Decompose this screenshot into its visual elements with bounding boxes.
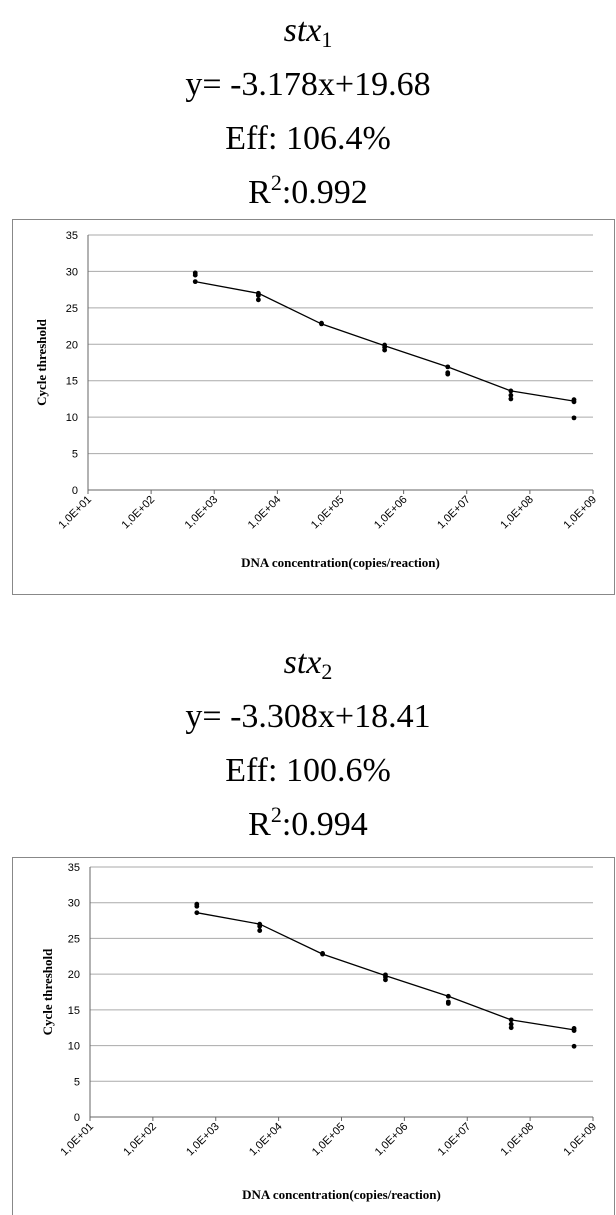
chart-1-data-point (571, 415, 577, 421)
chart-1-data-point (508, 388, 514, 394)
chart-1-data-point (508, 396, 514, 402)
panel-1-equation: y= -3.178x+19.68 (185, 66, 431, 103)
chart-1-data-point (192, 272, 198, 278)
panel-2-r2-base: R (248, 806, 271, 843)
panel-2-gene-name: stx2 (0, 636, 616, 690)
chart-2-y-tick-label: 25 (68, 933, 80, 945)
panel-2-r-squared: R2:0.994 (0, 798, 616, 852)
panel-1-efficiency: Eff: 106.4% (225, 120, 391, 157)
chart-2-y-axis-label: Cycle threshold (40, 948, 55, 1036)
panel-2-gene-base: stx (283, 644, 322, 681)
panel-1-r2-base: R (248, 174, 271, 211)
chart-2-data-point (257, 928, 263, 933)
panel-2-efficiency: Eff: 100.6% (225, 752, 391, 789)
panel-1-gene-subscript: 1 (321, 27, 333, 52)
chart-2-x-axis-label: DNA concentration(copies/reaction) (242, 1187, 441, 1202)
chart-1-data-point (571, 399, 577, 405)
chart-1-data-point (445, 364, 451, 370)
panel-2-equation: y= -3.308x+18.41 (185, 698, 431, 735)
chart-2-data-point (445, 993, 451, 999)
panel-1-r2-superscript: 2 (270, 170, 282, 195)
chart-1-y-tick-label: 35 (66, 230, 78, 242)
chart-2-y-tick-label: 10 (68, 1041, 80, 1053)
chart-2-y-tick-label: 30 (68, 898, 80, 910)
chart-1-data-point (255, 293, 261, 298)
chart-1-data-point (382, 347, 388, 353)
chart-2-data-point (383, 977, 388, 983)
panel-2-gene-subscript: 2 (321, 659, 333, 684)
chart-1-y-tick-label: 30 (66, 266, 78, 278)
panel-1-r-squared: R2:0.992 (0, 166, 616, 220)
chart-2-y-tick-label: 0 (74, 1112, 80, 1124)
panel-2-r2-superscript: 2 (270, 802, 282, 827)
chart-1-y-tick-label: 0 (72, 485, 78, 497)
panel-2-r2-value: :0.994 (281, 806, 368, 843)
chart-2-y-tick-label: 20 (68, 969, 80, 981)
panel-1-r2-value: :0.992 (281, 174, 368, 211)
chart-2-data-point (571, 1028, 577, 1033)
chart-2-data-point (320, 951, 325, 957)
chart-1-data-point (445, 371, 451, 377)
chart-2-data-point (257, 923, 263, 929)
panel-1-gene-name: stx1 (0, 4, 616, 58)
chart-1-data-point (192, 279, 198, 285)
chart-1-y-tick-label: 10 (66, 412, 78, 424)
chart-1-y-tick-label: 20 (66, 339, 78, 351)
chart-1-x-axis-label: DNA concentration(copies/reaction) (241, 555, 440, 570)
chart-1-frame (12, 219, 615, 595)
chart-2-data-point (508, 1025, 514, 1031)
chart-2-data-point (508, 1017, 514, 1023)
chart-1-data-point (319, 321, 324, 327)
chart-2-y-tick-label: 35 (68, 862, 80, 874)
panel-2-header: stx2 y= -3.308x+18.41 Eff: 100.6% R2:0.9… (0, 636, 616, 852)
chart-1-y-tick-label: 25 (66, 303, 78, 315)
chart-2-frame (12, 857, 615, 1215)
chart-1-y-tick-label: 5 (72, 449, 78, 461)
chart-1-y-tick-label: 15 (66, 376, 78, 388)
chart-1-data-point (508, 392, 514, 398)
chart-2-data-point (571, 1043, 577, 1049)
chart-2-y-tick-label: 5 (74, 1076, 80, 1088)
panel-1-gene-base: stx (283, 12, 322, 49)
chart-2-data-point (445, 1001, 451, 1006)
chart-1-data-point (255, 297, 261, 303)
chart-1-y-axis-label: Cycle threshold (34, 318, 49, 406)
panel-1-header: stx1 y= -3.178x+19.68 Eff: 106.4% R2:0.9… (0, 4, 616, 220)
chart-2-data-point (194, 903, 200, 909)
chart-2-data-point (508, 1021, 514, 1027)
chart-2-data-point (194, 910, 200, 916)
chart-2-y-tick-label: 15 (68, 1005, 80, 1017)
